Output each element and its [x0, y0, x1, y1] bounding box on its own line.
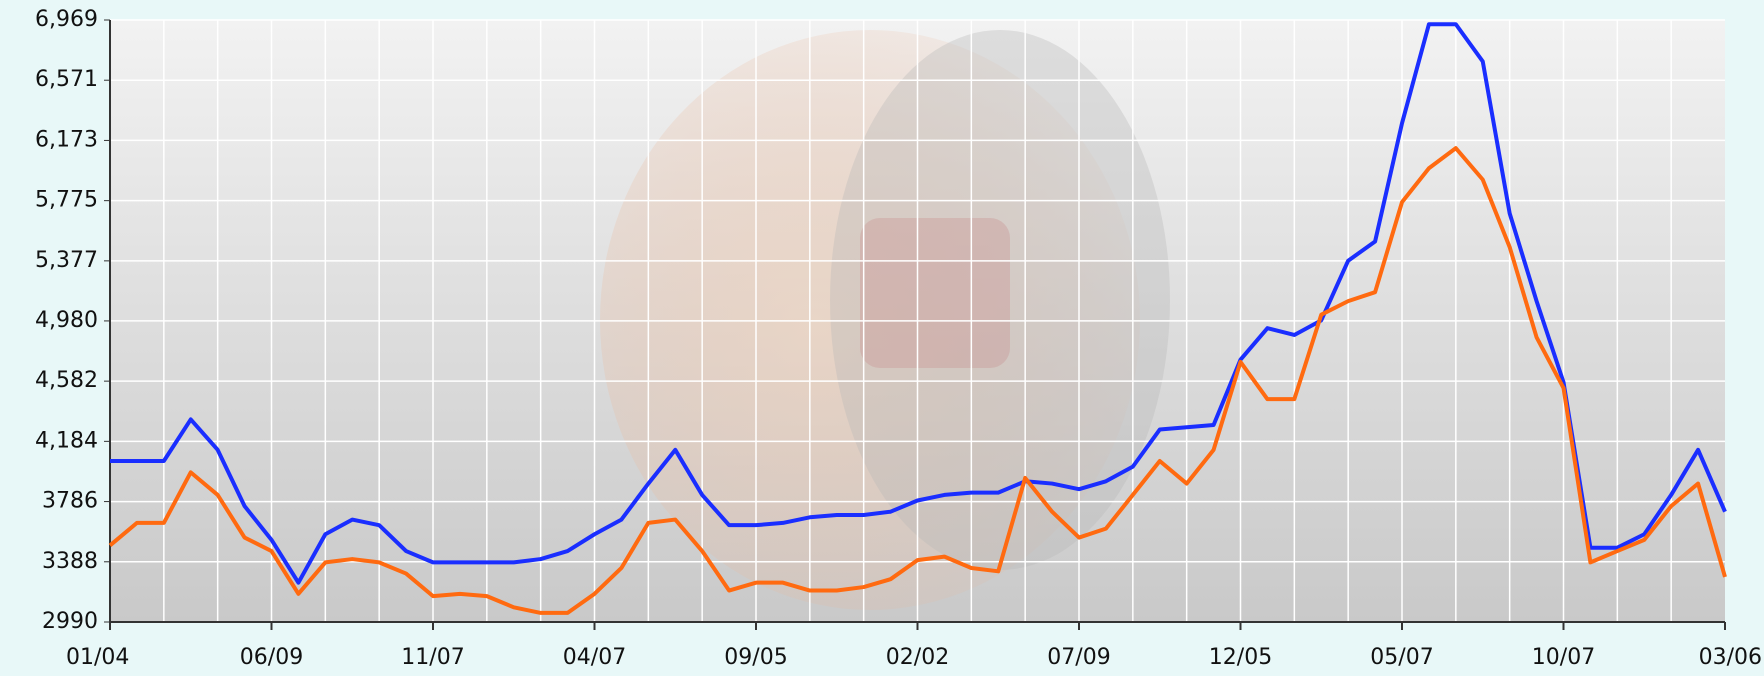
- watermark-seal: [860, 218, 1010, 368]
- x-tick-label: 10/07: [1532, 645, 1595, 670]
- watermark: [600, 30, 1140, 610]
- y-tick-label: 6,969: [35, 7, 98, 32]
- series-line: [108, 146, 1727, 615]
- x-tick-label: 09/05: [724, 645, 787, 670]
- y-tick-label: 6,173: [35, 127, 98, 152]
- x-tick-label: 11/07: [401, 645, 464, 670]
- x-tick-label: 02/02: [886, 645, 949, 670]
- x-tick-label: 03/06: [1699, 645, 1762, 670]
- x-tick-label: 05/07: [1370, 645, 1433, 670]
- x-tick-label: 07/09: [1047, 645, 1110, 670]
- x-tick-label: 06/09: [240, 645, 303, 670]
- y-tick-label: 3786: [42, 489, 98, 514]
- series-line: [110, 22, 1727, 585]
- x-tick-label: 12/05: [1209, 645, 1272, 670]
- y-tick-label: 5,775: [35, 188, 98, 213]
- y-tick-label: 5,377: [35, 248, 98, 273]
- x-tick-label: 04/07: [563, 645, 626, 670]
- y-tick-label: 4,980: [35, 308, 98, 333]
- x-tick-label: 01/04: [66, 645, 129, 670]
- watermark: [830, 30, 1170, 570]
- y-tick-label: 6,571: [35, 67, 98, 92]
- y-tick-label: 3388: [42, 549, 98, 574]
- y-tick-label: 2990: [42, 609, 98, 634]
- y-tick-label: 4,184: [35, 428, 98, 453]
- y-tick-label: 4,582: [35, 368, 98, 393]
